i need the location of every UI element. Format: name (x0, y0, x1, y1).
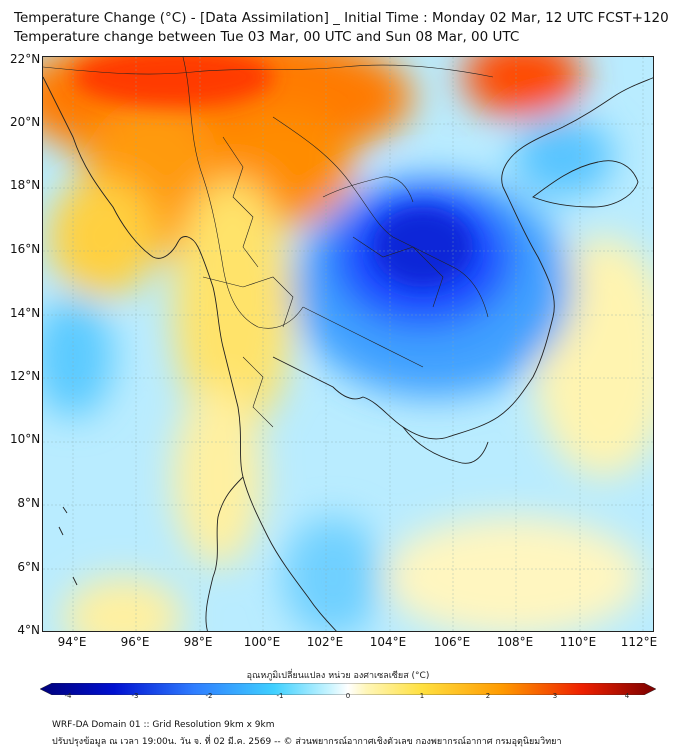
mild-warm-south (383, 517, 643, 631)
lat-label-22: 22°N (10, 52, 41, 66)
lat-label-8: 8°N (17, 496, 40, 510)
map-svg (43, 57, 653, 631)
colorbar-tick-1: 1 (419, 692, 425, 700)
lon-label-112: 112°E (620, 635, 658, 649)
warm-region-guangxi (463, 57, 583, 117)
lat-label-20: 20°N (10, 115, 41, 129)
colorbar-tick-neg1: -1 (276, 692, 284, 700)
lon-label-102: 102°E (306, 635, 344, 649)
coastline-gulf-vietnam (272, 77, 653, 440)
lat-label-6: 6°N (17, 560, 40, 574)
hot-region-peak (73, 57, 273, 107)
chart-title-line2: Temperature change between Tue 03 Mar, 0… (14, 29, 520, 45)
coastline-peninsula-west (205, 476, 244, 631)
lon-label-96: 96°E (120, 635, 150, 649)
lat-label-18: 18°N (10, 178, 41, 192)
cool-region-west (43, 297, 113, 417)
colorbar-tick-neg3: -3 (131, 692, 139, 700)
province-lines-4 (352, 236, 444, 308)
lat-label-14: 14°N (10, 306, 41, 320)
lon-label-106: 106°E (433, 635, 471, 649)
footer-credit: ปรับปรุงข้อมูล ณ เวลา 19:00น. วัน จ. ที่… (52, 737, 562, 747)
border-china (43, 64, 494, 78)
coastlines (43, 76, 653, 631)
mild-warm-peninsula (173, 387, 263, 567)
chart-title-line1: Temperature Change (°C) - [Data Assimila… (14, 10, 669, 26)
lon-label-94: 94°E (57, 635, 87, 649)
mild-warm-southwest (63, 577, 183, 631)
borders (43, 57, 494, 428)
cold-region-peak (373, 207, 473, 287)
lat-label-4: 4°N (17, 623, 40, 637)
coastline-hainan (532, 160, 639, 208)
footer-model-info: WRF-DA Domain 01 :: Grid Resolution 9km … (52, 720, 275, 730)
cool-region-malaysia (283, 517, 383, 631)
lat-label-16: 16°N (10, 242, 41, 256)
lon-label-100: 100°E (243, 635, 281, 649)
border-laos-vietnam (272, 116, 489, 318)
lat-label-10: 10°N (10, 432, 41, 446)
warm-region-bay (48, 177, 158, 297)
colorbar-label: อุณหภูมิเปลี่ยนแปลง หน่วย องศาเซลเซียส (… (246, 671, 430, 681)
province-lines-1 (222, 136, 259, 268)
lon-label-104: 104°E (369, 635, 407, 649)
province-lines-3 (242, 356, 274, 428)
lon-label-110: 110°E (559, 635, 597, 649)
coastline-west (43, 76, 337, 631)
cold-region-hainan (513, 117, 613, 197)
coastline-cambodia (402, 426, 489, 464)
coastline-islands (58, 506, 78, 586)
lon-label-108: 108°E (496, 635, 534, 649)
colorbar-tick-0: 0 (345, 692, 351, 700)
colorbar-tick-2: 2 (485, 692, 491, 700)
colorbar-tick-neg2: -2 (205, 692, 213, 700)
border-laos-north (322, 176, 414, 203)
border-thailand-cambodia (302, 306, 424, 368)
province-lines-2 (202, 276, 294, 328)
lat-label-12: 12°N (10, 369, 41, 383)
lon-label-98: 98°E (183, 635, 213, 649)
temperature-change-map (42, 56, 654, 632)
border-myanmar-thailand (182, 57, 304, 329)
colorbar-tick-3: 3 (552, 692, 558, 700)
colorbar-tick-neg4: -4 (64, 692, 72, 700)
colorbar-tick-4: 4 (624, 692, 630, 700)
